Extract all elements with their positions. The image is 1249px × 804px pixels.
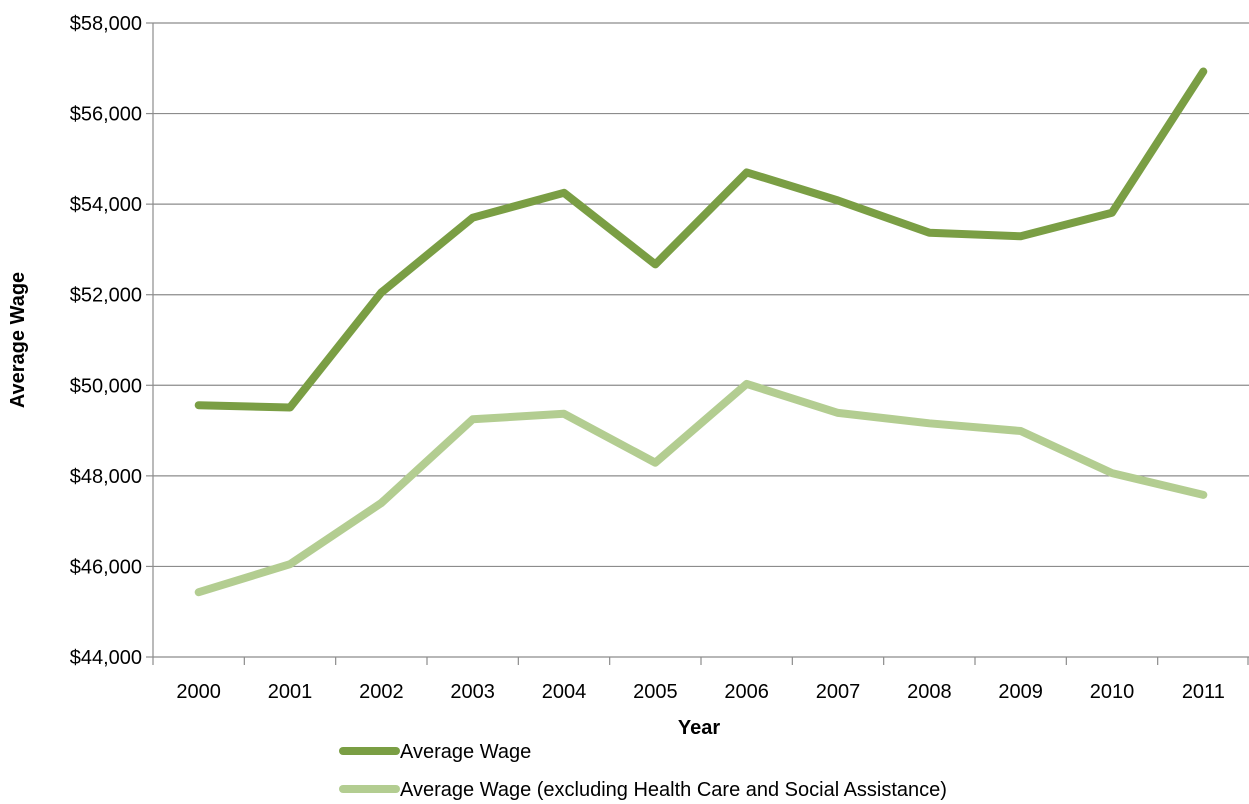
x-tick-label: 2010 — [1090, 681, 1135, 703]
y-tick-label: $46,000 — [70, 556, 142, 578]
y-tick-label: $50,000 — [70, 375, 142, 397]
x-tick-label: 2005 — [633, 681, 678, 703]
x-tick-label: 2007 — [816, 681, 861, 703]
y-tick-label: $44,000 — [70, 647, 142, 669]
legend-label-1: Average Wage — [400, 741, 531, 763]
y-tick-label: $52,000 — [70, 285, 142, 307]
gridlines — [153, 22, 1249, 568]
y-tick-label: $48,000 — [70, 466, 142, 488]
series-line-1 — [194, 67, 1208, 412]
x-tick-label: 2011 — [1182, 681, 1225, 703]
x-tick-label: 2002 — [359, 681, 404, 703]
y-tick-label: $56,000 — [70, 104, 142, 126]
x-tick-label: 2004 — [542, 681, 587, 703]
y-tick-label: $54,000 — [70, 194, 142, 216]
x-tick-labels: 2000 2001 2002 2003 2004 2005 2006 2007 2008 2009… — [176, 681, 1224, 703]
x-tick-label: 2009 — [998, 681, 1043, 703]
x-tick-label: 2006 — [724, 681, 769, 703]
axes — [146, 22, 1249, 665]
series-line-2 — [194, 379, 1208, 597]
x-axis-title: Year — [678, 717, 720, 739]
legend: Average Wage Average Wage (excluding Heal… — [339, 741, 947, 801]
x-tick-label: 2001 — [268, 681, 313, 703]
x-tick-label: 2003 — [450, 681, 495, 703]
y-tick-label: $58,000 — [70, 13, 142, 35]
legend-label-2: Average Wage (excluding Health Care and … — [400, 779, 947, 801]
x-tick-label: 2008 — [907, 681, 952, 703]
y-axis-title: Average Wage — [7, 272, 29, 408]
x-tick-label: 2000 — [176, 681, 221, 703]
series-lines — [194, 67, 1208, 597]
y-tick-labels: $44,000 $46,000 $48,000 $50,000 $52,000 $54,0… — [70, 13, 142, 669]
